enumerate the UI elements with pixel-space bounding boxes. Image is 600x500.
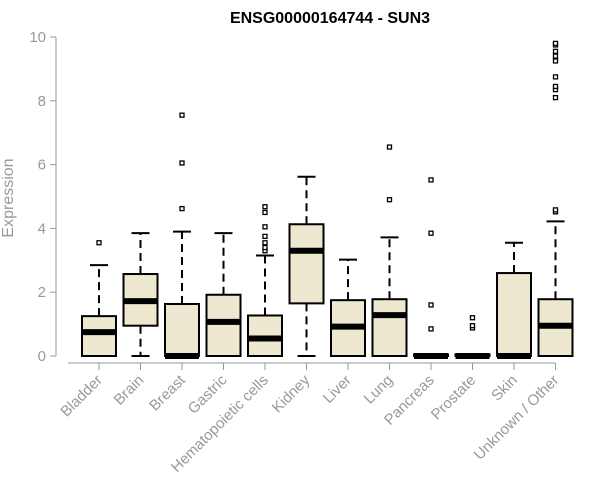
- box-liver: [330, 258, 366, 357]
- x-tick-label: Liver: [320, 372, 355, 407]
- box-breast: [164, 112, 200, 359]
- box-pancreas: [413, 177, 449, 359]
- y-tick-label: 6: [38, 157, 46, 174]
- box-skin: [496, 241, 532, 359]
- outlier-point: [552, 94, 559, 101]
- outlier-point: [262, 233, 268, 240]
- outlier-point: [96, 240, 102, 246]
- x-tick-label: Bladder: [57, 372, 106, 421]
- box-hematopoietic-cells: [247, 204, 283, 357]
- y-tick-label: 0: [38, 348, 46, 365]
- outlier-point: [262, 204, 268, 210]
- y-tick-label: 10: [29, 29, 46, 46]
- outlier-point: [469, 315, 476, 321]
- box-body: [288, 223, 325, 305]
- outlier-point: [428, 326, 434, 332]
- outlier-point: [262, 244, 268, 251]
- x-tick-label: Brain: [111, 372, 148, 409]
- outlier-point: [552, 83, 559, 90]
- outlier-point: [552, 40, 559, 47]
- x-tick-label: Skin: [488, 372, 521, 405]
- box-body: [164, 303, 200, 357]
- axes: 0 2 4 6 8 10: [29, 29, 556, 370]
- outlier-point: [179, 112, 185, 118]
- outlier-point: [386, 144, 393, 150]
- box-bladder: [81, 240, 117, 357]
- box-body: [81, 315, 117, 357]
- box-body: [496, 272, 532, 357]
- y-axis-label: Expression: [0, 158, 17, 237]
- box-body: [205, 293, 242, 358]
- outlier-point: [179, 205, 185, 212]
- outlier-point: [428, 230, 434, 236]
- outlier-point: [552, 207, 559, 213]
- outlier-point: [552, 58, 559, 64]
- outlier-point: [386, 197, 393, 203]
- box-lung: [371, 144, 408, 357]
- x-tick-label: Breast: [146, 371, 189, 414]
- x-tick-label: Prostate: [428, 372, 480, 424]
- outlier-point: [552, 74, 559, 80]
- outlier-point: [469, 323, 476, 329]
- outlier-point: [552, 48, 559, 55]
- outlier-point: [262, 209, 268, 216]
- outlier-point: [262, 240, 268, 246]
- y-tick-label: 2: [38, 284, 46, 301]
- outlier-point: [179, 160, 185, 166]
- box-series: [81, 40, 574, 359]
- outlier-point: [262, 224, 268, 230]
- box-gastric: [205, 232, 242, 358]
- box-unknown-other: [537, 40, 574, 357]
- outlier-point: [552, 53, 559, 59]
- box-body: [371, 298, 408, 357]
- x-tick-label: Kidney: [269, 371, 314, 416]
- outlier-point: [428, 302, 434, 308]
- y-tick-label: 4: [38, 220, 46, 237]
- y-tick-label: 8: [38, 93, 46, 110]
- x-tick-label: Lung: [361, 372, 397, 408]
- box-prostate: [454, 315, 491, 359]
- box-brain: [122, 232, 159, 357]
- chart-title: ENSG00000164744 - SUN3: [230, 10, 430, 27]
- outlier-point: [428, 177, 434, 183]
- box-kidney: [288, 175, 325, 357]
